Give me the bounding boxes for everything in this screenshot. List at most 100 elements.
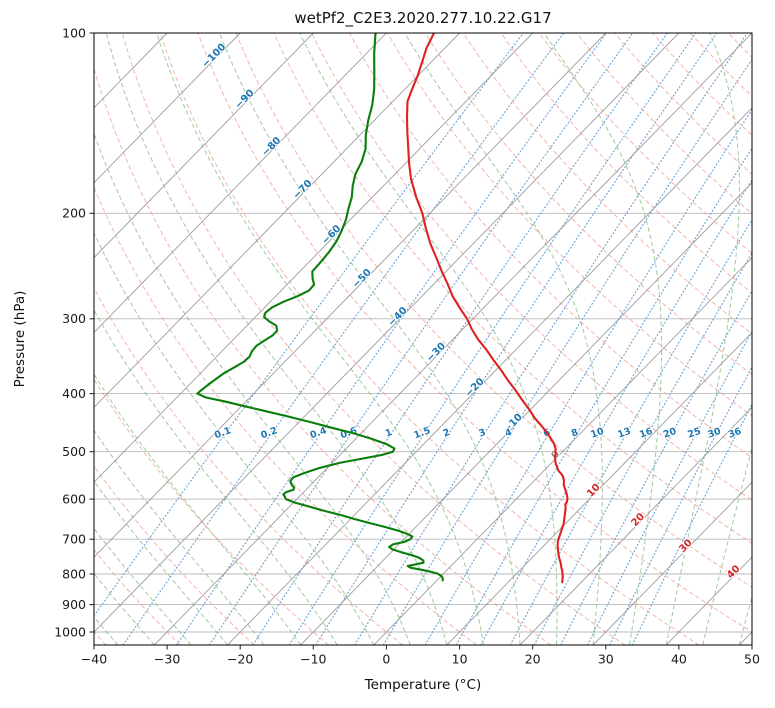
x-tick-label: −30 — [154, 652, 180, 667]
mixing-ratio-line — [480, 178, 752, 645]
moist-adiabat-line — [105, 33, 448, 645]
x-axis-label: Temperature (°C) — [364, 677, 482, 693]
isotherm-label: −30 — [425, 341, 448, 365]
moist-adiabat-line — [94, 309, 338, 645]
dry-adiabat-line — [462, 33, 752, 335]
y-tick-label: 800 — [62, 566, 86, 581]
moist-adiabat-line — [156, 33, 484, 645]
chart-title: wetPf2_C2E3.2020.277.10.22.G17 — [294, 9, 552, 27]
isotherm-line — [94, 33, 534, 483]
mixing-ratio-label: 16 — [638, 426, 655, 441]
y-tick-label: 900 — [62, 597, 86, 612]
dry-adiabat-line — [766, 33, 775, 645]
moist-adiabat-line — [219, 33, 521, 645]
isotherm-line — [94, 33, 680, 633]
isotherm-line — [227, 107, 752, 645]
isotherm-label: 40 — [725, 563, 743, 581]
mixing-ratio-label: 0.2 — [259, 425, 279, 441]
moist-adiabat-line — [543, 33, 663, 645]
mixing-ratio-line — [315, 33, 718, 645]
moist-adiabat-line — [94, 429, 265, 645]
mixing-ratio-label: 25 — [686, 426, 702, 441]
mixing-ratio-line — [354, 33, 748, 645]
isotherm-label: −90 — [233, 88, 256, 112]
isotherm-label: 30 — [677, 537, 695, 555]
moist-adiabat-line — [94, 527, 192, 645]
x-tick-label: 10 — [452, 652, 468, 667]
isotherm-line — [94, 33, 241, 184]
x-tick-label: −40 — [81, 652, 107, 667]
isotherm-label: −40 — [386, 305, 409, 329]
x-tick-label: 30 — [598, 652, 614, 667]
isotherm-line — [592, 481, 752, 645]
dry-adiabat-line — [576, 33, 752, 215]
dry-adiabat-line — [159, 33, 700, 645]
mixing-ratio-line — [424, 108, 752, 645]
dry-adiabat-line — [689, 33, 752, 98]
dry-adiabat-line — [386, 33, 752, 417]
moist-adiabat-line — [299, 33, 558, 645]
dry-adiabat-line — [94, 465, 255, 645]
mixing-ratio-line — [586, 330, 752, 645]
dry-adiabat-line — [311, 33, 752, 501]
mixing-ratio-line — [208, 33, 634, 645]
dry-adiabat-line — [94, 186, 477, 645]
mixing-ratio-line — [175, 33, 608, 645]
isotherm-line — [300, 182, 752, 645]
dry-adiabat-line — [197, 33, 752, 633]
mixing-ratio-line — [560, 289, 752, 645]
isotherm-line — [94, 33, 314, 259]
mixing-ratio-line — [122, 33, 565, 645]
dewpoint-profile-line — [196, 33, 444, 582]
isotherm-label: −50 — [350, 267, 373, 291]
y-axis-label: Pressure (hPa) — [12, 290, 28, 388]
mixing-ratio-label: 1 — [384, 427, 394, 440]
mixing-ratio-line — [288, 33, 697, 645]
isotherm-line — [738, 631, 752, 645]
moist-adiabat-line — [94, 132, 411, 645]
isotherm-line — [373, 256, 752, 645]
mixing-ratio-line — [509, 218, 752, 645]
y-tick-label: 500 — [62, 444, 86, 459]
mixing-ratio-line — [252, 33, 668, 645]
y-tick-label: 600 — [62, 491, 86, 506]
moist-adiabat-line — [404, 33, 603, 645]
moist-adiabat-line — [94, 231, 375, 645]
x-tick-label: 20 — [525, 652, 541, 667]
mixing-ratio-label: 20 — [662, 426, 679, 441]
x-tick-label: 40 — [671, 652, 687, 667]
isotherm-label: 10 — [585, 482, 603, 500]
isotherm-line — [94, 33, 607, 558]
isotherm-line — [94, 33, 460, 409]
mixing-ratio-label: 13 — [616, 426, 632, 441]
dry-adiabat-line — [349, 33, 752, 459]
isotherm-line — [519, 406, 752, 645]
y-tick-label: 1000 — [54, 624, 86, 639]
plot-border — [93, 32, 753, 646]
moist-adiabat-line — [94, 480, 228, 645]
dry-adiabat-line — [94, 66, 552, 645]
dry-adiabat-line — [121, 33, 626, 645]
moist-adiabat-line — [665, 33, 740, 645]
mixing-ratio-label: 30 — [706, 426, 723, 441]
dry-adiabat-line — [273, 33, 752, 544]
dry-adiabat-line — [94, 286, 403, 645]
x-tick-label: −10 — [300, 652, 326, 667]
x-tick-label: −20 — [227, 652, 253, 667]
mixing-ratio-line — [455, 147, 752, 645]
moist-adiabat-line — [738, 595, 752, 645]
mixing-ratio-label: 2 — [442, 427, 452, 440]
isotherm-label: −80 — [260, 135, 283, 159]
moist-adiabat-line — [702, 445, 752, 645]
mixing-ratio-label: 3 — [477, 427, 487, 440]
y-tick-label: 300 — [62, 311, 86, 326]
temperature-profile-line — [405, 33, 569, 584]
mixing-ratio-line — [609, 365, 752, 645]
dry-adiabat-line — [94, 378, 329, 645]
isotherm-line — [94, 33, 387, 334]
isotherm-line — [154, 33, 752, 645]
mixing-ratio-label: 36 — [727, 426, 744, 441]
mixing-ratio-label: 8 — [570, 427, 580, 440]
